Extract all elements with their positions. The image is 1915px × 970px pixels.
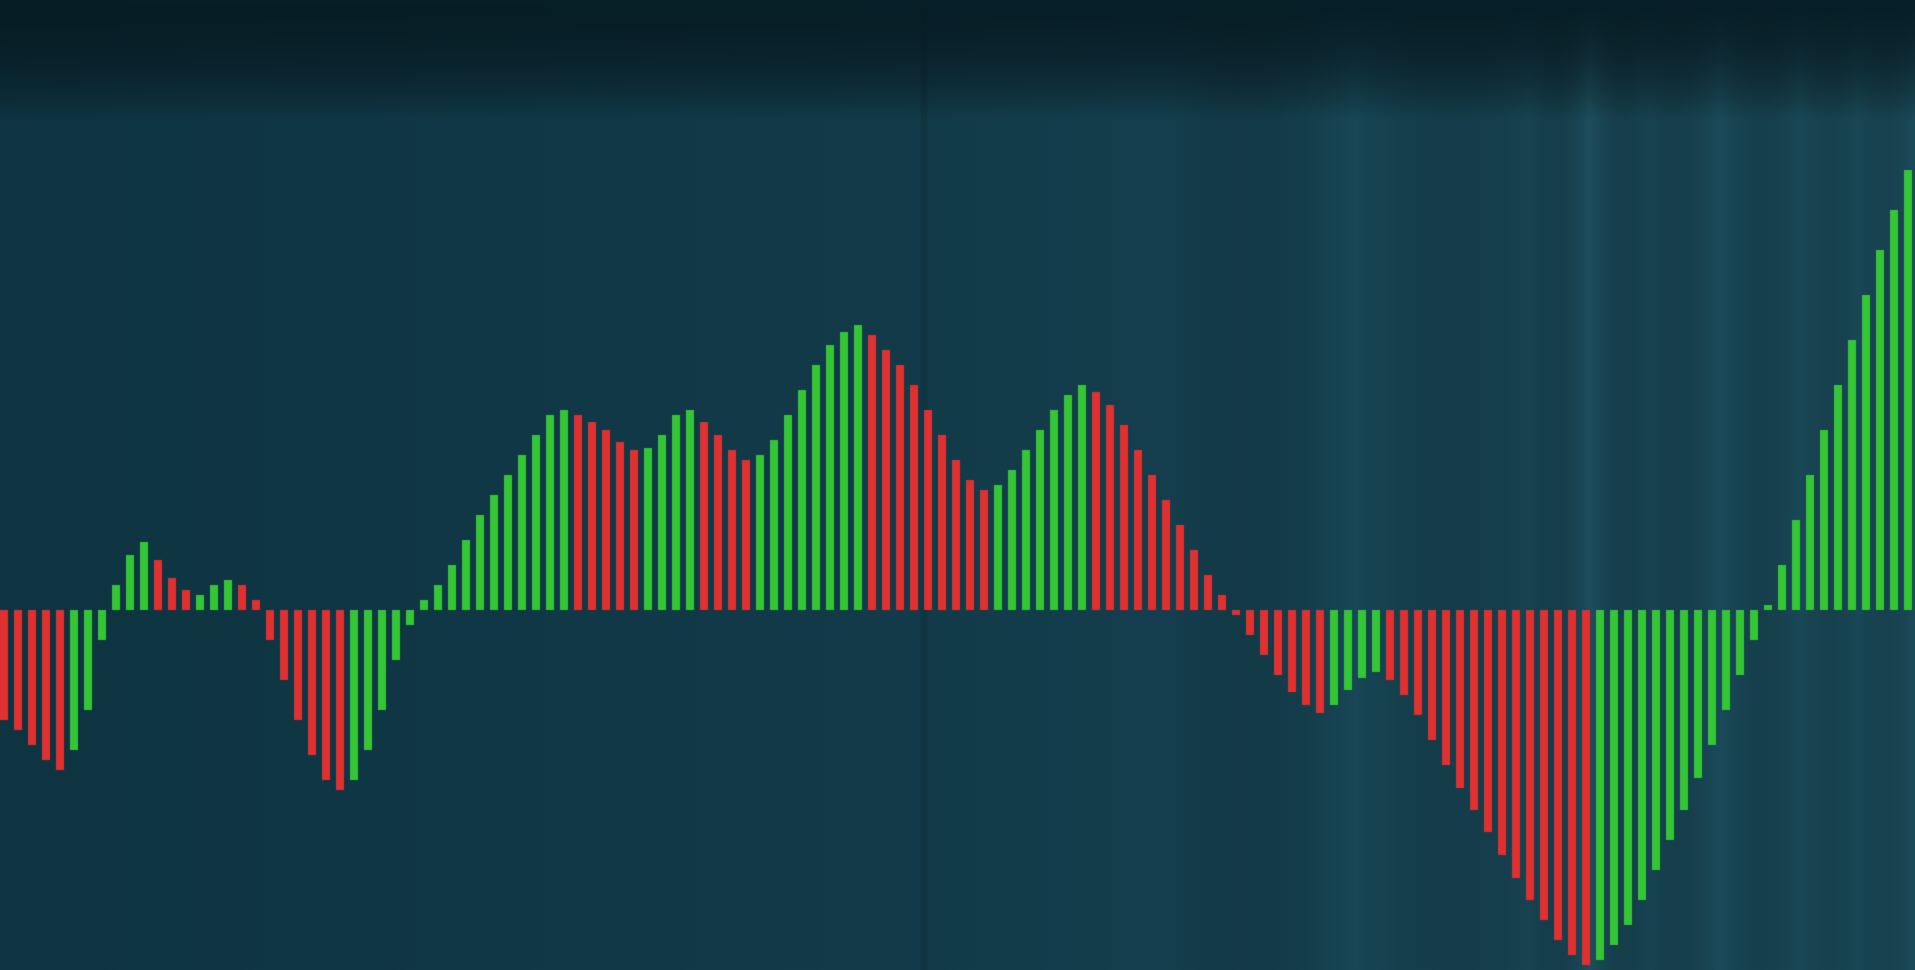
- macd-histogram-chart: [0, 0, 1915, 970]
- chart-bars: [0, 0, 1915, 970]
